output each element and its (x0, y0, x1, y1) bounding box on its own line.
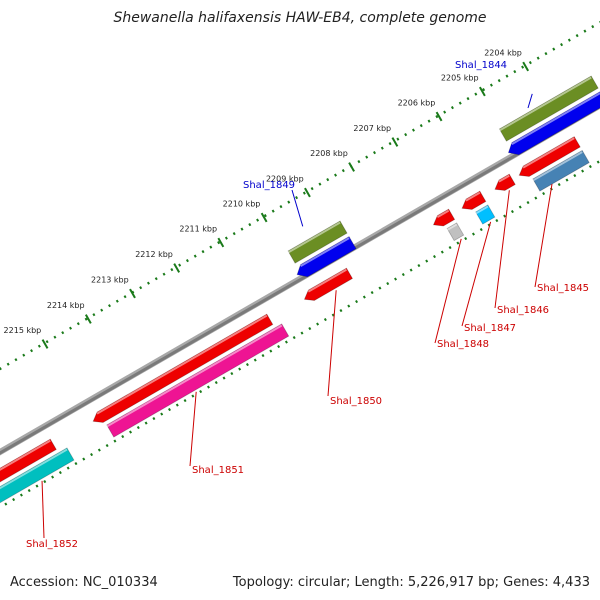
gene-label[interactable]: Shal_1851 (192, 465, 244, 476)
major-tick (217, 237, 225, 248)
gene-highlight (511, 92, 600, 145)
gene-highlight (300, 237, 350, 267)
gene-highlight (287, 221, 341, 254)
major-tick (41, 339, 49, 349)
gene-bar[interactable] (518, 136, 581, 177)
tick-label: 2211 kbp (179, 224, 217, 233)
tick-label: 2205 kbp (441, 73, 479, 82)
label-leader (189, 391, 197, 467)
gene-bar[interactable] (106, 323, 290, 438)
gene-bar[interactable] (287, 220, 348, 264)
gene-bar[interactable] (92, 313, 274, 423)
gene-bar[interactable] (303, 267, 354, 301)
tick-label: 2212 kbp (135, 250, 173, 259)
label-leader (434, 238, 462, 344)
label-leader (41, 480, 45, 539)
label-leader (534, 184, 553, 288)
gene-bar[interactable] (532, 149, 590, 192)
accession-text: Accession: NC_010334 (10, 575, 158, 590)
gene-highlight (475, 205, 489, 215)
gene-highlight (446, 223, 458, 231)
gene-highlight (106, 324, 283, 428)
major-tick (479, 86, 486, 97)
gene-highlight (436, 209, 450, 218)
label-leader (461, 221, 492, 327)
major-tick (260, 212, 268, 223)
gene-label[interactable]: Shal_1844 (455, 60, 507, 71)
major-tick (304, 187, 311, 198)
gene-highlight (532, 151, 583, 182)
gene-highlight (0, 448, 68, 490)
tick-label: 2210 kbp (223, 199, 261, 208)
gene-label[interactable]: Shal_1846 (497, 305, 549, 316)
inner-tick-track (0, 159, 600, 509)
gene-bar[interactable] (0, 447, 75, 519)
tick-label: 2207 kbp (353, 124, 391, 133)
gene-bar[interactable] (432, 208, 456, 227)
tick-label: 2213 kbp (91, 275, 129, 284)
label-leader (494, 190, 510, 309)
gene-label[interactable]: Shal_1848 (437, 339, 489, 350)
gene-bar[interactable] (296, 236, 357, 278)
tick-label: 2214 kbp (47, 301, 85, 310)
tick-label: 2208 kbp (310, 149, 348, 158)
tick-label: 2204 kbp (484, 48, 522, 57)
outer-tick-track (0, 20, 600, 371)
major-tick (84, 314, 92, 324)
major-tick (522, 61, 530, 72)
label-leader (527, 93, 533, 109)
tick-label: 2206 kbp (398, 98, 436, 107)
major-tick (348, 162, 355, 172)
gene-highlight (96, 314, 268, 415)
gene-highlight (465, 191, 481, 202)
gene-label[interactable]: Shal_1847 (464, 323, 516, 334)
gene-bar[interactable] (498, 75, 599, 142)
genome-summary-text: Topology: circular; Length: 5,226,917 bp… (232, 575, 590, 590)
tick-label: 2215 kbp (4, 326, 42, 335)
label-leader (327, 290, 337, 397)
gene-label[interactable]: Shal_1845 (537, 283, 589, 294)
major-tick (129, 288, 136, 299)
gene-bar[interactable] (461, 190, 487, 210)
gene-highlight (307, 268, 347, 293)
gene-highlight (498, 174, 510, 183)
gene-label[interactable]: Shal_1849 (243, 180, 295, 191)
gene-bar[interactable] (494, 173, 516, 191)
tick-label: 2209 kbp (266, 174, 304, 183)
gene-bar[interactable] (0, 438, 57, 504)
gene-highlight (0, 439, 51, 471)
gene-label[interactable]: Shal_1852 (26, 539, 78, 550)
map-title: Shewanella halifaxensis HAW-EB4, complet… (113, 10, 487, 26)
gene-highlight (498, 76, 592, 132)
major-tick (391, 137, 399, 147)
major-tick (435, 111, 443, 122)
label-leader (291, 189, 304, 227)
major-tick (173, 263, 181, 273)
gene-label[interactable]: Shal_1850 (330, 396, 382, 407)
gene-highlight (522, 137, 575, 169)
